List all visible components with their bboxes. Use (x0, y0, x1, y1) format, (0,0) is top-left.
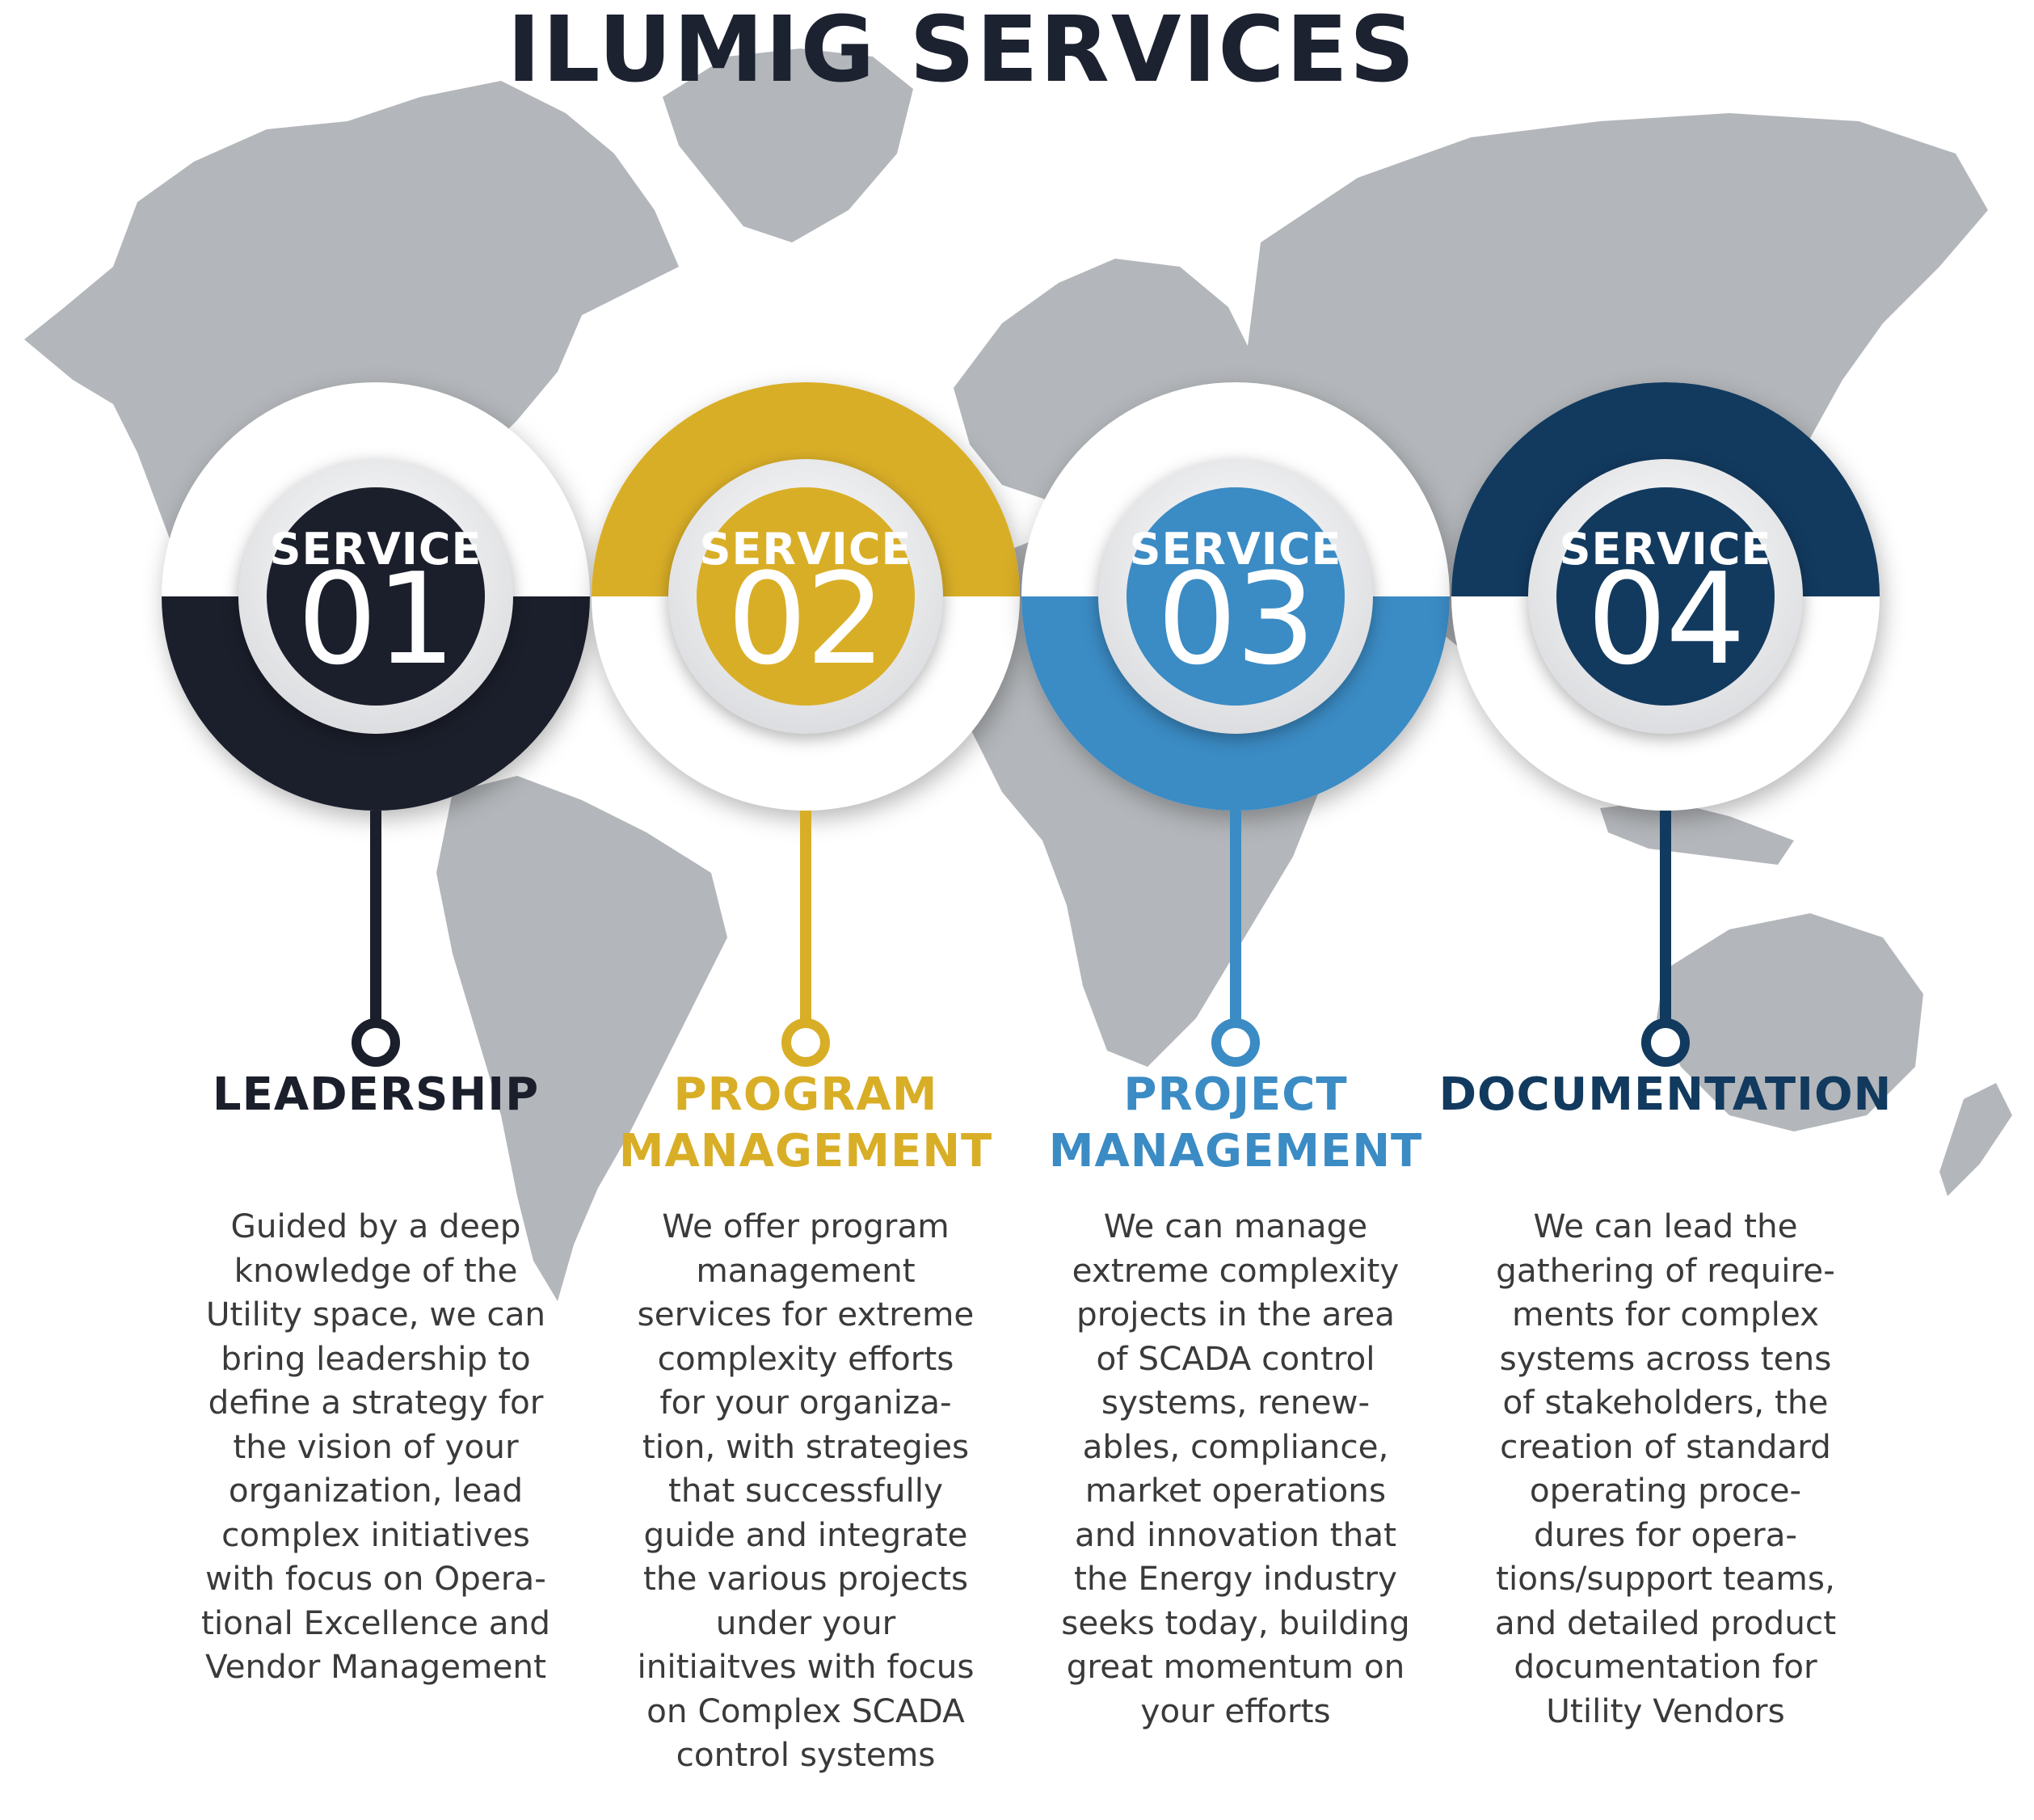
service-heading: PROJECT MANAGEMENT (1048, 1068, 1423, 1178)
connector-node-04 (1641, 1018, 1690, 1067)
service-badge-04 (1451, 382, 1880, 1067)
service-description: We can lead the gathering of require- me… (1494, 1207, 1837, 1730)
service-card-01: SERVICE 01 LEADERSHIP Guided by a deep k… (158, 0, 594, 1820)
service-badge-02 (592, 382, 1020, 1067)
badge-label: SERVICE (699, 524, 912, 575)
connector-node-01 (352, 1018, 400, 1067)
service-badge-03 (1021, 382, 1450, 1067)
service-card-04: SERVICE 04 DOCUMENTATION We can lead the… (1439, 0, 1891, 1820)
continent-new-zealand (1939, 1083, 2012, 1196)
badge-core-01 (267, 487, 485, 706)
service-badge-01 (162, 382, 590, 1067)
service-description: We offer program management services for… (637, 1207, 975, 1774)
continent-south-america (436, 776, 727, 1301)
badge-core-02 (697, 487, 915, 706)
badge-label: SERVICE (1559, 524, 1772, 575)
badge-core-03 (1126, 487, 1345, 706)
continent-islands (1600, 800, 1794, 865)
badge-core-04 (1556, 487, 1775, 706)
service-heading: PROGRAM MANAGEMENT (618, 1068, 993, 1178)
badge-number: 01 (297, 546, 457, 693)
service-heading: LEADERSHIP (212, 1068, 540, 1121)
connector-node-02 (781, 1018, 830, 1067)
service-description: Guided by a deep knowledge of the Utilit… (201, 1207, 550, 1686)
badge-label: SERVICE (1129, 524, 1342, 575)
continent-greenland (663, 48, 913, 242)
service-card-03: SERVICE 03 PROJECT MANAGEMENT We can man… (1017, 0, 1454, 1820)
connector-node-03 (1211, 1018, 1260, 1067)
badge-number: 04 (1586, 546, 1746, 693)
service-heading: DOCUMENTATION (1438, 1068, 1893, 1121)
page-title: ILUMIG SERVICES (507, 0, 1417, 103)
badge-label: SERVICE (269, 524, 482, 575)
badge-number: 02 (726, 546, 886, 693)
service-description: We can manage extreme complexity project… (1061, 1207, 1410, 1730)
service-card-02: SERVICE 02 PROGRAM MANAGEMENT We offer p… (587, 0, 1024, 1820)
continent-australia (1657, 913, 1923, 1131)
badge-number: 03 (1156, 546, 1316, 693)
